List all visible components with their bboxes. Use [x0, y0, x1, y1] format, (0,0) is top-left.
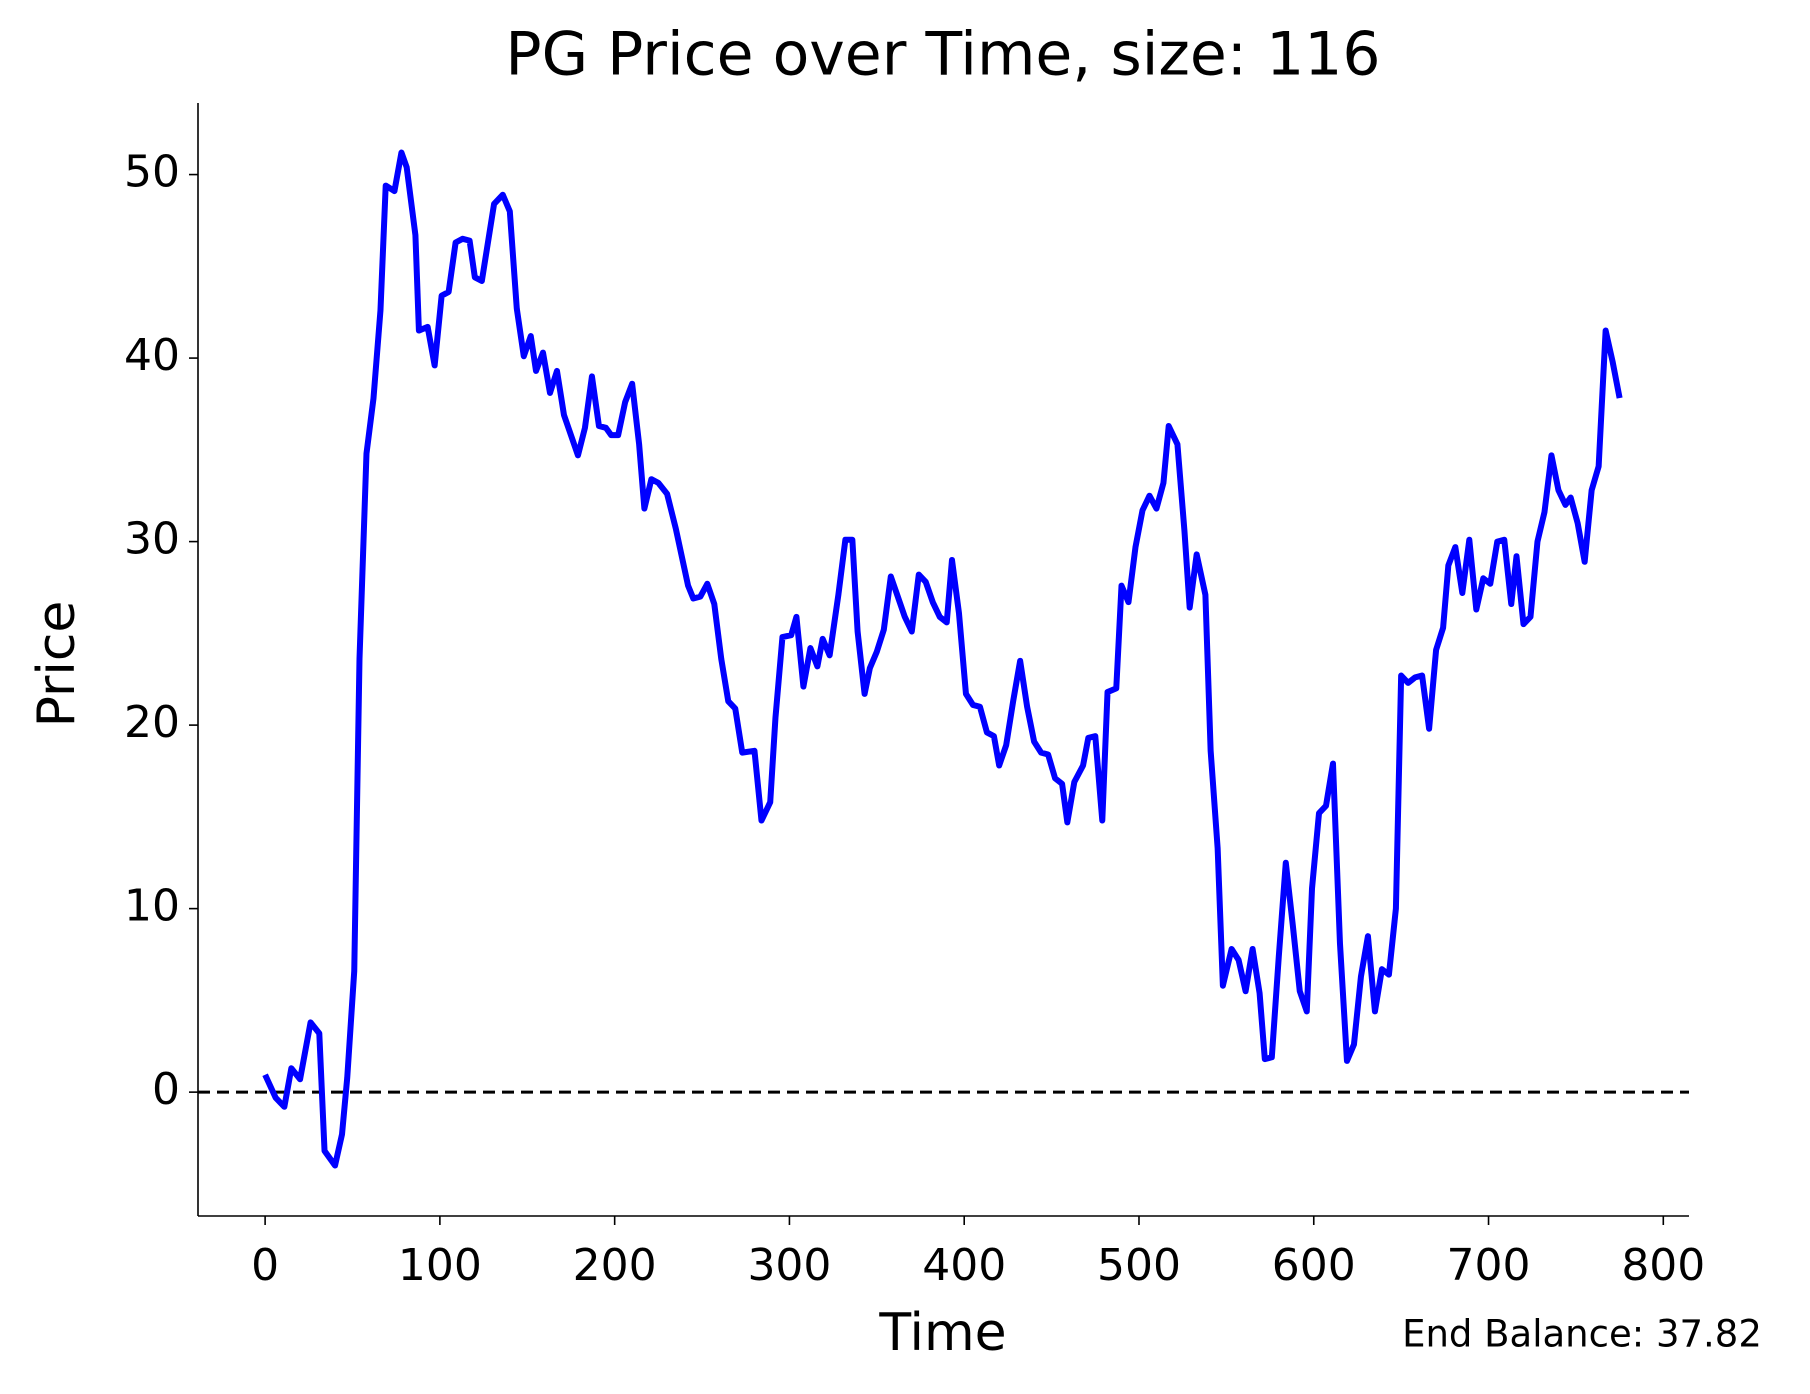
chart-title: PG Price over Time, size: 116	[505, 20, 1380, 90]
end-balance-annotation: End Balance: 37.82	[1402, 1313, 1762, 1356]
x-tick-label: 0	[251, 1240, 279, 1291]
y-tick-label: 20	[124, 697, 180, 748]
x-tick-label: 700	[1447, 1240, 1531, 1291]
y-tick-label: 40	[124, 330, 180, 381]
y-tick-label: 10	[124, 881, 180, 932]
y-tick-label: 50	[124, 147, 180, 198]
y-axis-label: Price	[27, 601, 87, 728]
x-tick-label: 300	[747, 1240, 831, 1291]
x-tick-label: 400	[922, 1240, 1006, 1291]
price-line	[262, 149, 1623, 1169]
x-tick-label: 500	[1097, 1240, 1181, 1291]
x-tick-label: 800	[1621, 1240, 1705, 1291]
y-tick-label: 30	[124, 514, 180, 565]
y-tick-label: 0	[152, 1064, 180, 1115]
x-tick-label: 100	[398, 1240, 482, 1291]
x-tick-label: 600	[1272, 1240, 1356, 1291]
x-tick-label: 200	[573, 1240, 657, 1291]
x-axis-label: Time	[878, 1303, 1006, 1363]
